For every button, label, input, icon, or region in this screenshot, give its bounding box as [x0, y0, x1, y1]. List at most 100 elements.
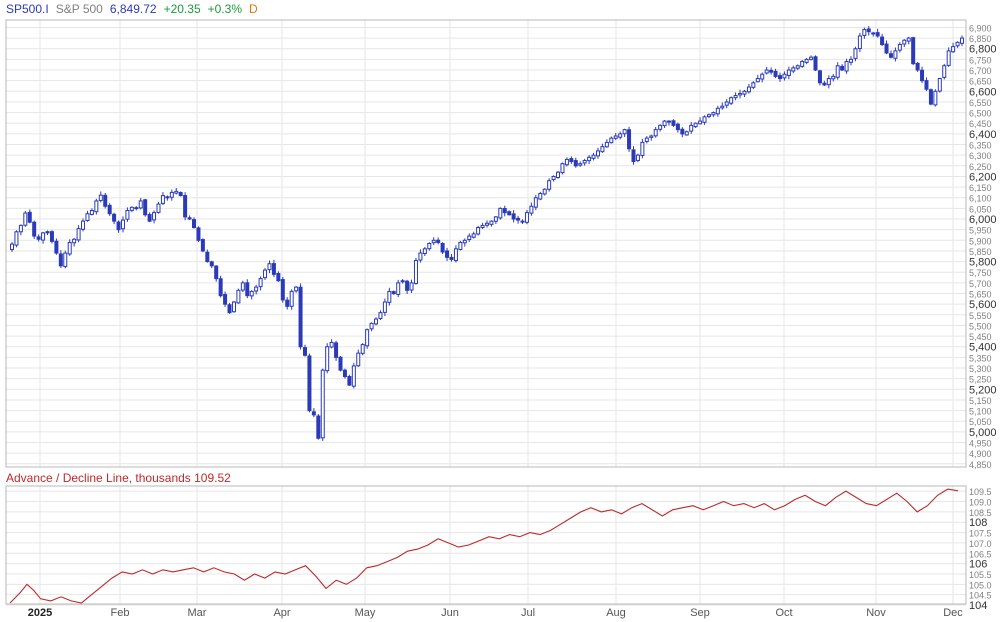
- candle-body-197: [884, 43, 889, 54]
- candle-body-103: [467, 235, 472, 241]
- price-tick-label-26: 5,600: [969, 299, 997, 311]
- candle-body-167: [751, 82, 756, 88]
- candle-body-28: [134, 207, 139, 210]
- price-tick-label-12: 6,300: [969, 151, 992, 161]
- candle-body-214: [960, 37, 964, 44]
- candle-body-70: [320, 369, 325, 439]
- candle-body-152: [684, 131, 689, 136]
- candle-body-170: [764, 69, 769, 74]
- candle-body-45: [209, 261, 214, 267]
- candle-body-183: [822, 82, 827, 86]
- candle-body-10: [54, 240, 59, 254]
- candle-body-49: [227, 304, 232, 314]
- candle-body-106: [480, 224, 485, 228]
- candle-body-175: [786, 69, 791, 76]
- candle-body-58: [267, 263, 272, 271]
- candle-body-182: [817, 70, 822, 84]
- candle-body-41: [192, 219, 197, 229]
- price-tick-label-25: 5,650: [969, 290, 992, 300]
- x-tick-label-2: Mar: [188, 607, 207, 619]
- candle-body-65: [298, 286, 303, 348]
- candle-body-136: [613, 135, 618, 139]
- x-tick-label-11: Dec: [943, 607, 963, 619]
- candle-body-187: [840, 65, 845, 71]
- candle-body-122: [551, 175, 556, 181]
- candle-body-22: [107, 204, 112, 215]
- candle-body-209: [937, 78, 942, 92]
- candle-body-14: [72, 238, 77, 244]
- candle-body-109: [493, 216, 498, 222]
- candle-body-204: [915, 62, 920, 71]
- candle-body-110: [498, 207, 503, 219]
- candle-body-23: [112, 213, 117, 222]
- ad-tick-label-11: 104: [969, 600, 987, 612]
- candle-body-74: [338, 356, 343, 371]
- candle-body-145: [653, 129, 658, 137]
- price-tick-label-17: 6,050: [969, 204, 992, 214]
- candle-body-61: [280, 279, 285, 301]
- candle-body-73: [334, 342, 339, 358]
- candle-body-126: [569, 158, 574, 163]
- candle-body-66: [302, 347, 307, 356]
- candle-body-38: [178, 192, 183, 197]
- candle-body-108: [489, 220, 494, 225]
- candle-body-132: [595, 150, 600, 157]
- x-tick-label-10: Nov: [866, 607, 886, 619]
- percent-change: +0.3%: [207, 2, 242, 16]
- ad-tick-label-8: 105.5: [969, 570, 992, 580]
- ad-tick-label-3: 108: [969, 517, 987, 529]
- last-price: 6,849.72: [109, 2, 157, 16]
- ad-tick-label-6: 106.5: [969, 549, 992, 559]
- candle-body-72: [329, 341, 334, 348]
- candle-body-111: [502, 208, 507, 214]
- candle-body-18: [89, 210, 94, 215]
- candle-body-5: [32, 221, 37, 237]
- candle-body-52: [240, 282, 245, 291]
- candle-body-177: [795, 65, 800, 69]
- candle-body-60: [276, 273, 281, 282]
- candle-body-185: [831, 75, 836, 80]
- candle-body-83: [378, 312, 383, 319]
- symbol-label[interactable]: SP500.I: [6, 2, 49, 16]
- candle-body-161: [724, 101, 729, 106]
- candle-body-85: [387, 290, 392, 303]
- candle-body-140: [631, 149, 636, 163]
- x-tick-label-6: Jul: [521, 607, 535, 619]
- index-name: S&P 500: [55, 2, 103, 16]
- price-tick-label-11: 6,350: [969, 141, 992, 151]
- x-tick-label-8: Sep: [690, 607, 710, 619]
- candle-body-86: [391, 291, 396, 295]
- candle-body-186: [835, 65, 840, 78]
- candle-body-13: [67, 241, 72, 255]
- candle-body-35: [165, 196, 170, 199]
- candle-body-154: [693, 122, 698, 128]
- price-tick-label-31: 5,350: [969, 353, 992, 363]
- candle-body-189: [849, 58, 854, 63]
- price-tick-label-23: 5,750: [969, 268, 992, 278]
- candle-body-211: [946, 50, 951, 66]
- ad-line: [9, 488, 959, 604]
- candle-body-115: [520, 220, 525, 223]
- candle-body-4: [27, 211, 32, 223]
- candle-body-90: [409, 282, 414, 291]
- candle-body-138: [622, 129, 627, 135]
- candle-body-97: [440, 242, 445, 253]
- ad-tick-label-7: 106: [969, 559, 987, 571]
- price-tick-label-10: 6,400: [969, 129, 997, 141]
- candle-body-128: [578, 163, 583, 166]
- candle-body-68: [311, 411, 316, 416]
- price-tick-label-40: 4,900: [969, 449, 992, 459]
- period-selector[interactable]: D: [248, 2, 258, 16]
- candle-body-200: [897, 43, 902, 51]
- candle-body-149: [671, 120, 676, 126]
- candle-body-120: [542, 188, 547, 195]
- candle-body-192: [862, 29, 867, 36]
- price-tick-label-37: 5,050: [969, 417, 992, 427]
- x-tick-label-5: Jun: [441, 607, 459, 619]
- candle-body-171: [769, 69, 774, 73]
- price-tick-label-2: 6,800: [969, 44, 997, 56]
- candle-body-173: [777, 75, 782, 80]
- candle-body-3: [23, 212, 28, 226]
- x-tick-label-4: May: [355, 607, 376, 619]
